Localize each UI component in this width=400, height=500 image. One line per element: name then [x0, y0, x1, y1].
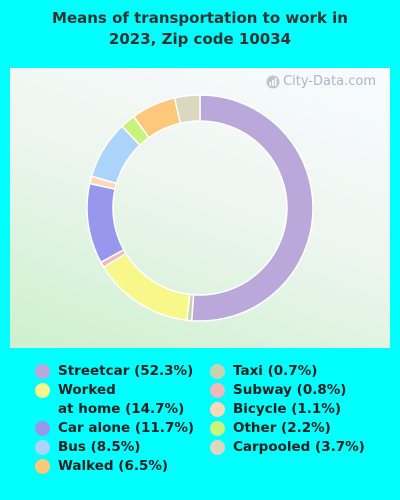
legend-swatch [35, 383, 50, 398]
legend-item-left-0: Streetcar (52.3%) [35, 362, 193, 381]
legend-swatch [35, 364, 50, 379]
legend-label: Car alone (11.7%) [58, 420, 195, 436]
legend-item-right-1: Subway (0.8%) [210, 381, 346, 400]
legend-label: Other (2.2%) [233, 420, 331, 436]
legend-swatch [35, 421, 50, 436]
legend-swatch [210, 402, 225, 417]
legend-swatch [210, 383, 225, 398]
watermark-text: City-Data.com [283, 74, 376, 89]
legend-swatch [210, 364, 225, 379]
legend-label: Walked (6.5%) [58, 458, 169, 474]
legend-item-right-3: Other (2.2%) [210, 419, 331, 438]
slice-car-alone [86, 182, 125, 264]
legend-label: Subway (0.8%) [233, 382, 347, 398]
legend-item-left-3: Bus (8.5%) [35, 438, 140, 457]
legend-label: Carpooled (3.7%) [233, 439, 365, 455]
legend-label: Worked at home (14.7%) [58, 382, 185, 417]
legend-item-left-1: Worked at home (14.7%) [35, 381, 184, 419]
legend: Streetcar (52.3%) Worked at home (14.7%) C… [0, 362, 400, 492]
slice-carpooled [173, 94, 201, 125]
legend-swatch [210, 421, 225, 436]
legend-swatch [35, 440, 50, 455]
chart-title-line-1: Means of transportation to work in [52, 9, 348, 27]
slice-streetcar [190, 94, 314, 322]
chart-title: Means of transportation to work in 2023,… [0, 8, 400, 50]
legend-item-right-2: Bicycle (1.1%) [210, 400, 341, 419]
watermark: City-Data.com [266, 74, 376, 89]
legend-label: Bicycle (1.1%) [233, 401, 341, 417]
legend-label: Taxi (0.7%) [233, 363, 318, 379]
legend-item-right-4: Carpooled (3.7%) [210, 438, 365, 457]
chart-title-line-2: 2023, Zip code 10034 [108, 30, 292, 48]
slice-worked-at-home [102, 252, 191, 322]
donut-chart [86, 94, 314, 322]
legend-label: Bus (8.5%) [58, 439, 141, 455]
legend-item-left-2: Car alone (11.7%) [35, 419, 194, 438]
legend-item-right-0: Taxi (0.7%) [210, 362, 317, 381]
legend-item-left-4: Walked (6.5%) [35, 457, 168, 476]
legend-swatch [210, 440, 225, 455]
city-data-logo-icon [266, 75, 280, 88]
legend-label: Streetcar (52.3%) [58, 363, 194, 379]
legend-swatch [35, 459, 50, 474]
plot-area: City-Data.com [10, 68, 390, 348]
